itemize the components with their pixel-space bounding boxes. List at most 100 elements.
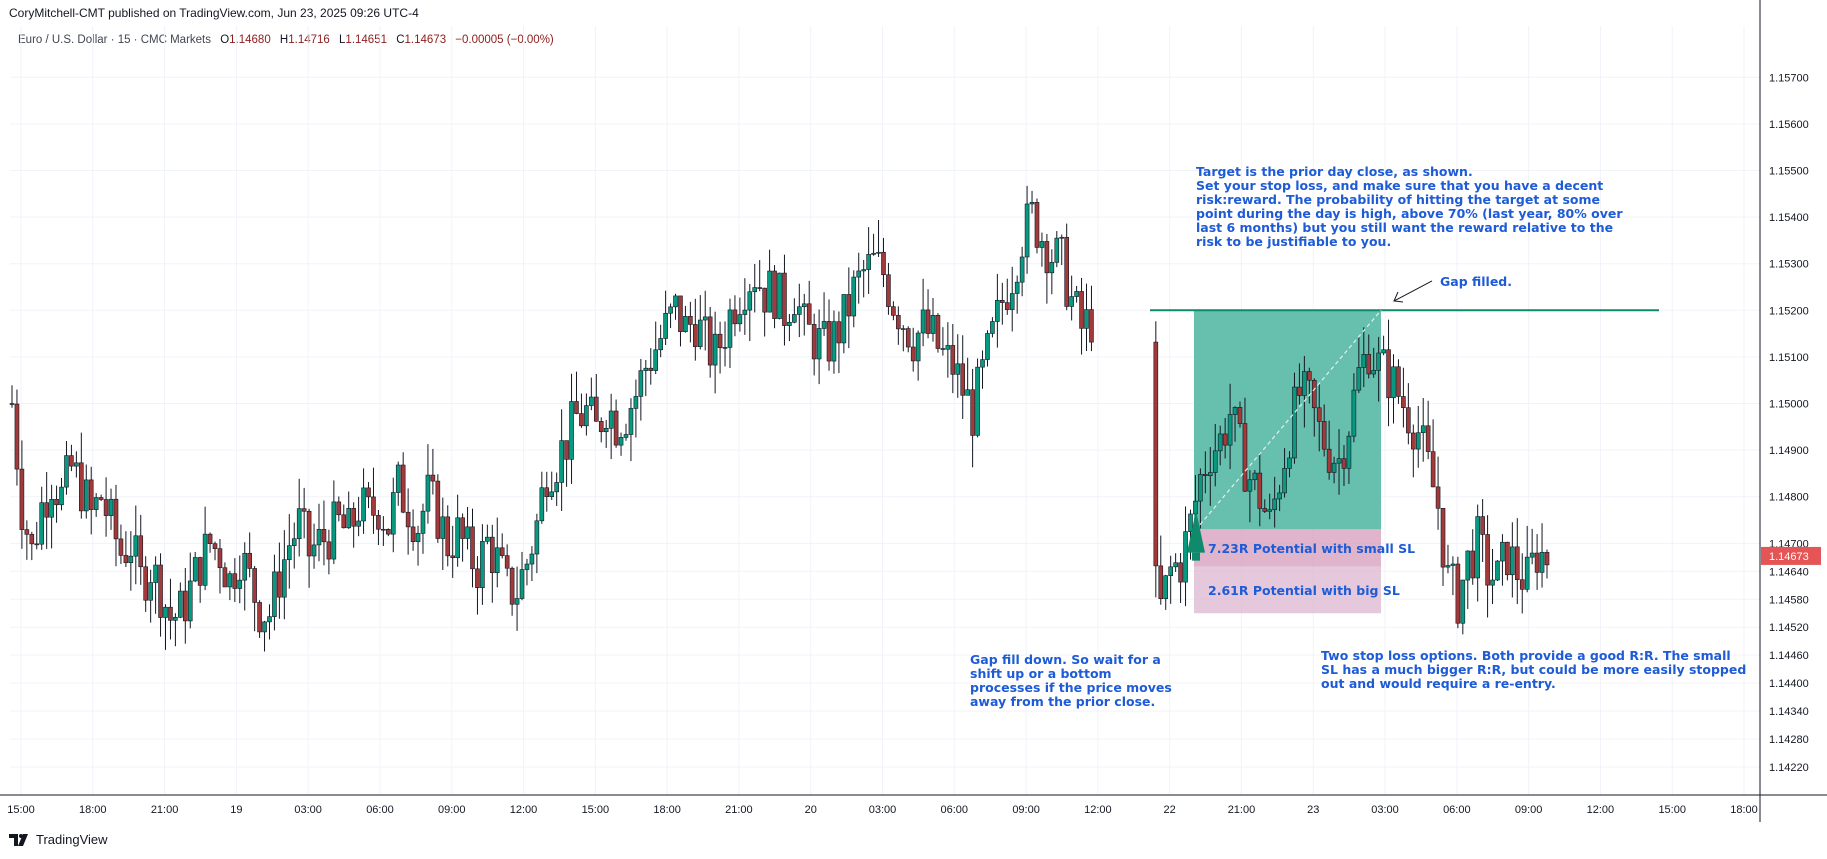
candle-body [1193,500,1198,515]
candle-body [821,321,827,329]
candle-body [54,498,59,506]
candle-body [1366,354,1372,375]
candle-body [945,345,951,350]
candle-body [871,252,876,255]
candle-body [1539,551,1545,573]
candle-body [1158,565,1164,599]
brand-label: TradingView [36,832,108,847]
candle-body [1440,507,1446,568]
symbol-name[interactable]: Euro / U.S. Dollar · 15 · CMC Markets [18,34,211,46]
candle-body [1465,550,1471,581]
candle-body [628,408,634,435]
candle-body [1510,546,1515,576]
candle-body [1029,202,1035,205]
candle-body [1000,300,1005,303]
candle-body [985,333,990,360]
candle-body [227,573,233,588]
candle-body [247,552,252,569]
target-note: Target is the prior day close, as shown.… [1196,164,1623,249]
small-stop-zone [1194,529,1381,567]
candle-body [722,347,728,349]
time-tick-label: 09:00 [1515,804,1543,816]
candle-body [400,464,406,513]
candle-body [1381,349,1386,354]
time-tick-label: 12:00 [1084,804,1112,816]
price-tick-label: 1.14280 [1769,734,1809,746]
candle-body [291,538,297,546]
candle-body [470,526,475,570]
candle-body [79,462,84,512]
candle-body [381,528,386,531]
candle-body [752,287,758,293]
candle-body [1059,236,1065,239]
price-tick-label: 1.14340 [1769,706,1809,718]
candle-body [757,287,762,289]
candle-body [891,306,896,316]
candle-body [217,548,223,569]
candle-body [64,455,69,488]
position-tool[interactable]: 7.23R Potential with small SL 2.61R Poten… [1194,310,1415,614]
candle-body [915,332,921,362]
time-tick-label: 21:00 [151,804,179,816]
candle-body [925,309,931,334]
candle-body [490,536,495,573]
tradingview-logo-icon [9,833,28,846]
candle-body [1435,486,1441,509]
candle-body [59,486,64,506]
candle-body [1302,371,1307,396]
drawings[interactable] [1150,280,1659,561]
candle-body [311,544,317,557]
candle-body [410,526,416,543]
candle-body [727,309,733,348]
price-tick-label: 1.15700 [1769,72,1809,84]
price-axis[interactable]: 1.14220 1.14280 1.14340 1.14400 1.14460 1.145… [1759,0,1821,822]
candle-body [29,534,35,545]
candle-body [1450,563,1456,566]
candle-body [237,579,243,589]
candle-body [1024,203,1030,258]
candle-body [202,533,208,586]
price-tick-label: 1.15300 [1769,259,1809,271]
candle-body [1361,354,1367,368]
tradingview-footer[interactable]: TradingView [9,832,108,847]
price-tick-label: 1.14640 [1769,566,1809,578]
candle-body [643,367,649,371]
candle-body [1292,386,1297,459]
candle-body [138,535,144,568]
candle-body [940,348,946,350]
candle-body [519,569,525,599]
candle-body [158,564,163,618]
candle-body [376,515,381,530]
candle-body [366,487,371,498]
candle-body [390,492,396,535]
candle-body [395,464,401,493]
time-tick-label: 22 [1164,804,1176,816]
candle-body [801,303,807,308]
time-tick-label: 21:00 [725,804,753,816]
candle-body [1227,414,1233,446]
stop-loss-note: Two stop loss options. Both provide a go… [1321,648,1747,691]
candle-body [881,251,886,276]
price-tick-label: 1.14460 [1769,650,1809,662]
gap-filled-note: Gap filled. [1440,274,1513,289]
candle-body [386,529,391,535]
price-tick-label: 1.14220 [1769,762,1809,774]
candle-body [133,535,139,557]
candle-body [598,421,604,433]
candle-body [831,321,837,362]
candle-body [1064,236,1069,307]
time-axis[interactable]: 15:00 18:00 21:00 19 03:00 06:00 09:00 12:00 15:… [0,794,1827,816]
candle-body [589,396,594,406]
candle-body [1222,433,1228,446]
candle-body [579,413,584,427]
candle-body [910,346,916,362]
candle-body [920,309,926,334]
price-tick-label: 1.15600 [1769,119,1809,131]
candle-body [569,401,574,460]
candle-body [168,606,173,621]
gap-down-note: Gap fill down. So wait for a shift up or… [970,652,1172,709]
candle-body [74,462,79,467]
candle-body [420,510,426,534]
candle-body [663,312,668,339]
